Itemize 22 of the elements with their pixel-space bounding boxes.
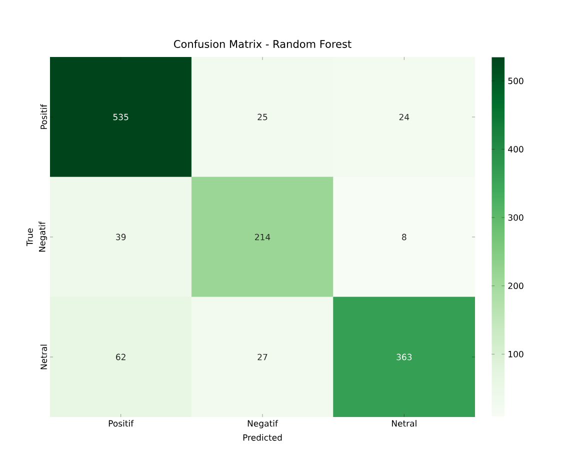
color-bar-label: 300 <box>508 214 524 221</box>
data-label: 25 <box>258 114 268 120</box>
color-bar-label: 200 <box>508 282 524 290</box>
y-tick-label: Netral <box>40 344 47 370</box>
x-tick-label: Netral <box>392 420 416 427</box>
data-label: 8 <box>402 234 406 240</box>
data-label: 24 <box>399 114 410 120</box>
x-tick-label: Negatif <box>248 420 278 428</box>
chart-title: Confusion Matrix - Random Forest <box>174 40 352 48</box>
color-bar-label: 500 <box>508 78 524 84</box>
data-label: 214 <box>255 234 270 240</box>
data-label: 27 <box>258 354 268 360</box>
data-label: 62 <box>116 354 126 360</box>
x-axis-title: Predicted <box>243 434 282 441</box>
color-bar-label: 100 <box>508 350 524 358</box>
color-bar-label: 400 <box>508 146 524 152</box>
y-axis-title: True <box>26 228 33 246</box>
x-tick-label: Positif <box>108 420 134 427</box>
y-tick-label: Positif <box>40 104 47 129</box>
data-label: 363 <box>396 354 412 360</box>
y-tick-label: Negatif <box>38 221 47 252</box>
data-label: 39 <box>116 234 126 240</box>
